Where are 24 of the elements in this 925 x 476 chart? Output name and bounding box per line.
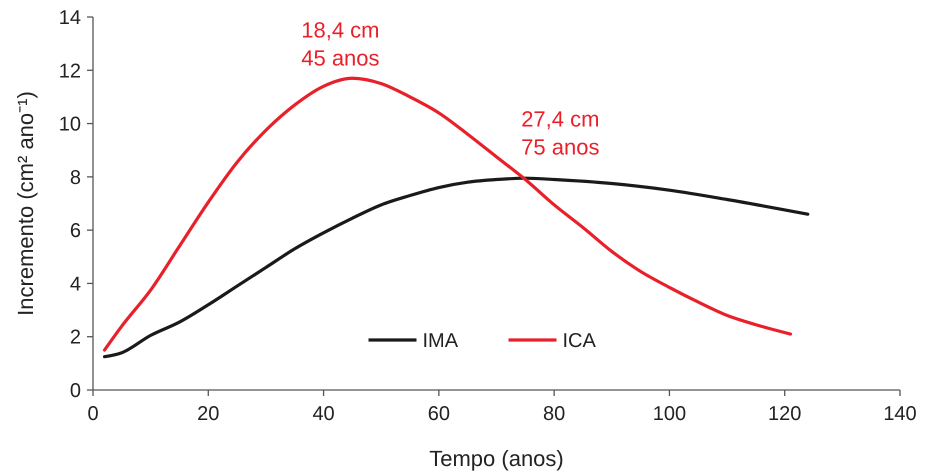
annotation: 27,4 cm 75 anos bbox=[521, 106, 600, 160]
x-tick-label: 80 bbox=[543, 403, 566, 425]
y-axis-title: Incremento (cm² ano⁻¹) bbox=[13, 91, 38, 316]
y-tick-label: 12 bbox=[58, 60, 81, 82]
line-series bbox=[102, 76, 792, 352]
y-tick-label: 14 bbox=[58, 7, 81, 29]
y-tick-label: 10 bbox=[58, 114, 81, 136]
x-tick-label: 120 bbox=[768, 403, 802, 425]
x-tick-label: 60 bbox=[428, 403, 450, 425]
x-tick-label: 20 bbox=[197, 403, 220, 425]
y-tick-label: 6 bbox=[70, 220, 81, 242]
x-tick-label: 100 bbox=[652, 403, 686, 425]
y-tick-label: 0 bbox=[70, 380, 81, 402]
annotation: 18,4 cm 45 anos bbox=[301, 17, 380, 70]
x-tick-label: 40 bbox=[312, 403, 335, 425]
x-tick-label: 0 bbox=[87, 403, 99, 425]
line-series bbox=[102, 176, 810, 358]
legend-label: IMA bbox=[422, 330, 459, 352]
legend-label: ICA bbox=[562, 330, 596, 352]
y-tick-label: 8 bbox=[70, 166, 81, 189]
x-tick-label: 140 bbox=[883, 403, 917, 425]
y-tick-label: 4 bbox=[70, 273, 81, 296]
x-axis-title: Tempo (anos) bbox=[429, 446, 564, 471]
y-tick-label: 2 bbox=[70, 326, 81, 349]
